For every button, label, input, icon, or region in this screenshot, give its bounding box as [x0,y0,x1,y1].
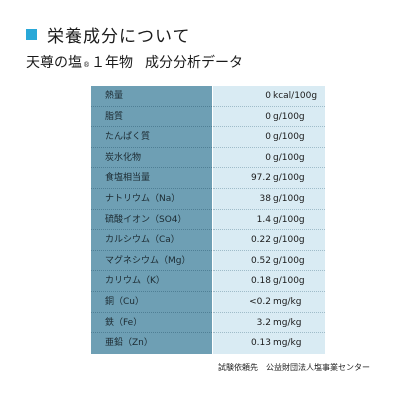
nutrient-name: カルシウム（Ca） [105,235,180,246]
nutrient-name: たんぱく質 [105,132,151,143]
table-row: カリウム（K） [91,271,212,292]
nutrient-value: 0 [265,152,271,163]
nutrient-value: 0.22 [250,235,271,246]
nutrient-name: 脂質 [105,111,124,122]
table-row: 硫酸イオン（SO4） [91,210,212,231]
table-row: 食塩相当量 [91,168,212,189]
nutrient-name: ナトリウム（Na） [105,193,181,204]
nutrient-unit: mg/kg [273,317,302,328]
nutrient-value: 3.2 [256,317,271,328]
nutrient-unit: g/100g [273,235,305,246]
table-row: 3.2 mg/kg [213,313,325,334]
nutrient-name: 銅（Cu） [105,296,144,307]
section-header: 栄養成分について [26,23,191,47]
nutrient-unit: kcal/100g [273,91,318,101]
table-row: 1.4 g/100g [213,210,325,231]
nutrient-value: 0.18 [250,276,271,287]
table-row: マグネシウム（Mg） [91,251,212,272]
nutrient-value-column: 0 kcal/100g 0 g/100g 0 g/100g 0 g/100g 97.2 g… [213,86,325,354]
nutrient-unit: g/100g [273,132,305,143]
table-row: 38 g/100g [213,189,325,210]
nutrient-name: マグネシウム（Mg） [105,255,191,266]
product-name: 天尊の塩 [26,55,82,71]
table-row: 0 kcal/100g [213,86,325,107]
nutrient-value: 0 [265,111,271,122]
nutrient-unit: g/100g [273,276,305,287]
table-row: 炭水化物 [91,148,212,169]
nutrient-unit: mg/kg [273,296,302,307]
nutrient-name: 熱量 [105,91,124,101]
table-row: 脂質 [91,107,212,128]
nutrient-value: 1.4 [256,214,271,225]
nutrient-name-column: 熱量 脂質 たんぱく質 炭水化物 食塩相当量 ナトリウム（Na） 硫酸イオン（S… [91,86,213,354]
analysis-label: 成分分析データ [145,55,243,71]
nutrient-unit: g/100g [273,111,305,122]
nutrient-unit: g/100g [273,255,305,266]
nutrient-value: 0 [265,132,271,143]
table-row: 97.2 g/100g [213,168,325,189]
nutrient-name: 鉄（Fe） [105,317,143,328]
nutrient-value: 97.2 [250,173,271,184]
nutrient-value: <0.2 [249,296,271,307]
registered-mark: ® [83,61,90,69]
nutrient-name: 亜鉛（Zn） [105,338,153,349]
nutrient-name: 食塩相当量 [105,173,151,184]
table-row: 0.18 g/100g [213,271,325,292]
nutrient-unit: mg/kg [273,338,302,349]
table-row: たんぱく質 [91,127,212,148]
table-row: 0.52 g/100g [213,251,325,272]
page-title: 栄養成分について [47,26,191,47]
table-row: ナトリウム（Na） [91,189,212,210]
nutrient-unit: g/100g [273,152,305,163]
table-row: カルシウム（Ca） [91,230,212,251]
square-bullet-icon [26,28,37,40]
nutrient-unit: g/100g [273,193,305,204]
product-subtitle: 天尊の塩 ® １年物 成分分析データ [26,52,243,72]
table-row: <0.2 mg/kg [213,292,325,313]
table-row: 銅（Cu） [91,292,212,313]
nutrient-value: 38 [259,193,271,204]
nutrition-table: 熱量 脂質 たんぱく質 炭水化物 食塩相当量 ナトリウム（Na） 硫酸イオン（S… [91,86,325,354]
table-row: 亜鉛（Zn） [91,333,212,354]
table-row: 0 g/100g [213,107,325,128]
table-row: 熱量 [91,86,212,107]
nutrient-value: 0.52 [250,255,271,266]
nutrient-value: 0.13 [250,338,271,349]
table-row: 鉄（Fe） [91,313,212,334]
table-row: 0.13 mg/kg [213,333,325,354]
nutrient-unit: g/100g [273,173,305,184]
nutrient-name: 炭水化物 [105,152,142,163]
nutrient-name: 硫酸イオン（SO4） [105,214,187,225]
table-row: 0 g/100g [213,148,325,169]
testing-organization-note: 試験依頼先 公益財団法人塩事業センター [218,363,370,372]
nutrient-value: 0 [265,91,271,101]
table-row: 0 g/100g [213,127,325,148]
nutrient-unit: g/100g [273,214,305,225]
table-row: 0.22 g/100g [213,230,325,251]
product-age: １年物 [91,55,133,71]
nutrient-name: カリウム（K） [105,276,165,287]
